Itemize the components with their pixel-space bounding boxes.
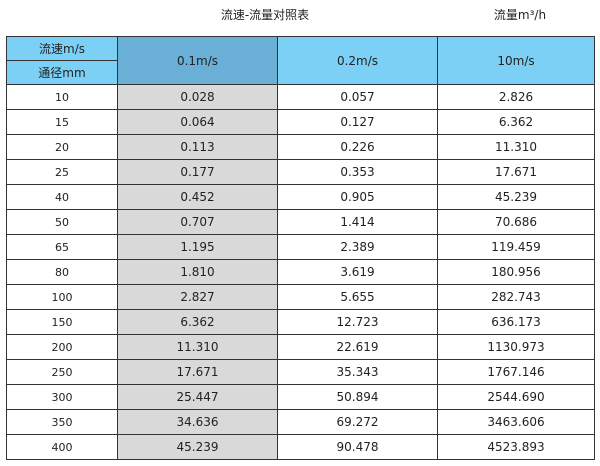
table-row: 25 0.177 0.353 17.671 [6,159,595,185]
column-header-10: 10m/s [437,36,595,85]
flow-cell: 0.113 [117,134,278,160]
flow-cell: 119.459 [437,234,595,260]
flow-cell: 0.064 [117,109,278,135]
flow-cell: 0.177 [117,159,278,185]
velocity-header: 流速m/s [6,36,118,61]
flow-cell: 17.671 [117,359,278,385]
diameter-header: 通径mm [6,60,118,85]
flow-cell: 6.362 [437,109,595,135]
diameter-cell: 200 [6,334,118,360]
flow-cell: 2.827 [117,284,278,310]
table-row: 200 11.310 22.619 1130.973 [6,334,595,360]
table-row: 80 1.810 3.619 180.956 [6,259,595,285]
flow-cell: 0.226 [277,134,438,160]
flow-cell: 2544.690 [437,384,595,410]
table-row: 65 1.195 2.389 119.459 [6,234,595,260]
flow-cell: 45.239 [437,184,595,210]
diameter-cell: 400 [6,434,118,460]
flow-cell: 1130.973 [437,334,595,360]
diameter-cell: 15 [6,109,118,135]
flow-cell: 45.239 [117,434,278,460]
flow-cell: 11.310 [437,134,595,160]
flow-cell: 4523.893 [437,434,595,460]
table-row: 400 45.239 90.478 4523.893 [6,434,595,460]
table-row: 40 0.452 0.905 45.239 [6,184,595,210]
flow-cell: 6.362 [117,309,278,335]
flow-cell: 34.636 [117,409,278,435]
flow-cell: 1.810 [117,259,278,285]
diameter-cell: 25 [6,159,118,185]
table-row: 10 0.028 0.057 2.826 [6,84,595,110]
flow-cell: 1.195 [117,234,278,260]
flow-cell: 0.028 [117,84,278,110]
diameter-cell: 250 [6,359,118,385]
diameter-cell: 80 [6,259,118,285]
flow-cell: 0.905 [277,184,438,210]
flow-cell: 25.447 [117,384,278,410]
flow-cell: 3463.606 [437,409,595,435]
flow-unit-label: 流量m³/h [493,8,547,22]
velocity-flow-table: 流速m/s 0.1m/s 0.2m/s 10m/s 通径mm 10 0.028 0.… [6,36,595,460]
table-row: 350 34.636 69.272 3463.606 [6,409,595,435]
flow-cell: 22.619 [277,334,438,360]
table-row: 15 0.064 0.127 6.362 [6,109,595,135]
table-title: 流速-流量对照表 [220,8,310,22]
table-row: 250 17.671 35.343 1767.146 [6,359,595,385]
diameter-cell: 50 [6,209,118,235]
flow-cell: 2.826 [437,84,595,110]
flow-cell: 12.723 [277,309,438,335]
flow-cell: 5.655 [277,284,438,310]
flow-cell: 69.272 [277,409,438,435]
flow-cell: 0.127 [277,109,438,135]
flow-cell: 35.343 [277,359,438,385]
flow-cell: 180.956 [437,259,595,285]
table-row: 100 2.827 5.655 282.743 [6,284,595,310]
diameter-cell: 65 [6,234,118,260]
column-header-0.1: 0.1m/s [117,36,278,85]
flow-cell: 70.686 [437,209,595,235]
flow-cell: 11.310 [117,334,278,360]
diameter-cell: 20 [6,134,118,160]
flow-cell: 17.671 [437,159,595,185]
diameter-cell: 150 [6,309,118,335]
flow-cell: 1.414 [277,209,438,235]
diameter-cell: 300 [6,384,118,410]
table-row: 300 25.447 50.894 2544.690 [6,384,595,410]
diameter-cell: 350 [6,409,118,435]
flow-cell: 3.619 [277,259,438,285]
diameter-cell: 40 [6,184,118,210]
diameter-cell: 10 [6,84,118,110]
flow-cell: 0.057 [277,84,438,110]
flow-cell: 2.389 [277,234,438,260]
table-row: 150 6.362 12.723 636.173 [6,309,595,335]
flow-cell: 0.707 [117,209,278,235]
table-row: 50 0.707 1.414 70.686 [6,209,595,235]
table-row: 20 0.113 0.226 11.310 [6,134,595,160]
flow-cell: 0.353 [277,159,438,185]
flow-cell: 90.478 [277,434,438,460]
flow-cell: 282.743 [437,284,595,310]
flow-cell: 0.452 [117,184,278,210]
flow-cell: 636.173 [437,309,595,335]
flow-cell: 1767.146 [437,359,595,385]
flow-cell: 50.894 [277,384,438,410]
diameter-cell: 100 [6,284,118,310]
column-header-0.2: 0.2m/s [277,36,438,85]
